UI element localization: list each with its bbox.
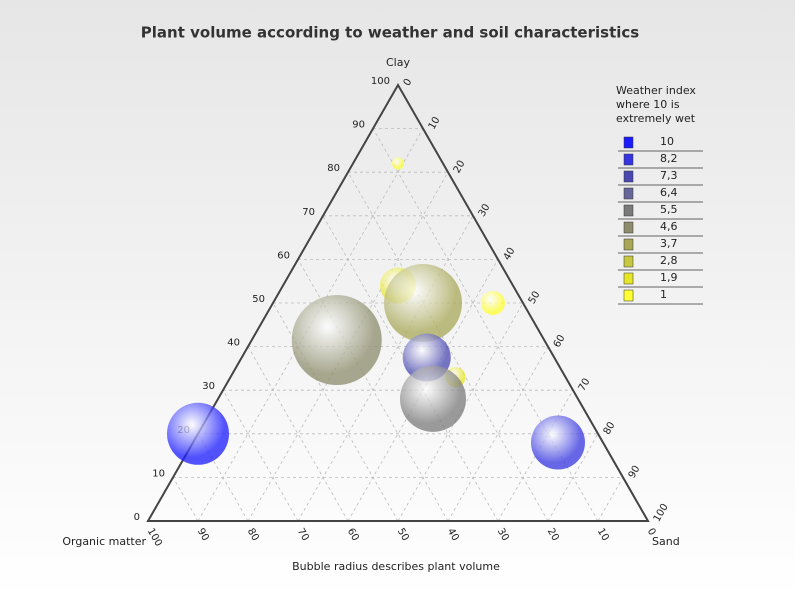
clay-tick-label: 50 bbox=[252, 294, 265, 305]
legend-label: 6,4 bbox=[660, 186, 678, 199]
clay-tick-label: 90 bbox=[352, 120, 365, 131]
sand-tick-label: 30 bbox=[477, 202, 493, 219]
legend-label: 10 bbox=[660, 135, 674, 148]
grid-line bbox=[172, 477, 199, 522]
legend-swatch bbox=[623, 170, 634, 183]
bubble bbox=[167, 402, 229, 465]
clay-tick-label: 30 bbox=[202, 381, 215, 392]
legend-title: extremely wet bbox=[616, 112, 696, 125]
bubble bbox=[400, 365, 466, 432]
legend-swatch bbox=[623, 272, 634, 285]
grid-line bbox=[547, 433, 599, 522]
grid-line bbox=[297, 215, 474, 522]
legend-swatch bbox=[623, 289, 634, 302]
legend-label: 1,9 bbox=[660, 271, 678, 284]
chart-title: Plant volume according to weather and so… bbox=[141, 24, 639, 42]
grid-line bbox=[347, 172, 549, 522]
legend-label: 3,7 bbox=[660, 237, 678, 250]
clay-tick-label: 70 bbox=[302, 207, 315, 218]
bubble bbox=[392, 157, 404, 170]
legend-label: 8,2 bbox=[660, 152, 678, 165]
clay-tick-label: 100 bbox=[371, 76, 390, 87]
legend-swatch bbox=[623, 187, 634, 200]
grid-line bbox=[222, 390, 299, 522]
organic-tick-label: 0 bbox=[645, 527, 658, 538]
grid-line bbox=[597, 477, 624, 522]
grid-line bbox=[497, 390, 574, 522]
bubble bbox=[531, 415, 585, 470]
clay-tick-label: 10 bbox=[152, 468, 165, 479]
clay-tick-label: 80 bbox=[327, 163, 340, 174]
subtitle: Bubble radius describes plant volume bbox=[292, 560, 500, 573]
axis-title: Clay bbox=[386, 56, 410, 69]
legend-swatch bbox=[623, 221, 634, 234]
bubble bbox=[291, 295, 382, 386]
legend-label: 2,8 bbox=[660, 254, 678, 267]
grid-line bbox=[247, 172, 449, 522]
bubble bbox=[384, 264, 462, 342]
legend-title: Weather index bbox=[616, 84, 696, 97]
legend-swatch bbox=[623, 204, 634, 217]
sand-tick-label: 10 bbox=[427, 115, 443, 132]
sand-tick-label: 60 bbox=[552, 333, 568, 350]
clay-tick-label: 60 bbox=[277, 250, 290, 261]
bubble bbox=[481, 291, 505, 315]
sand-tick-label: 0 bbox=[402, 77, 415, 88]
legend-swatch bbox=[623, 136, 634, 149]
legend-label: 7,3 bbox=[660, 169, 678, 182]
legend-swatch bbox=[623, 238, 634, 251]
legend-label: 5,5 bbox=[660, 203, 678, 216]
legend-title: where 10 is bbox=[616, 98, 680, 111]
clay-tick-label: 0 bbox=[134, 512, 140, 523]
triangle bbox=[146, 82, 650, 522]
sand-tick-label: 80 bbox=[602, 420, 618, 437]
legend-label: 4,6 bbox=[660, 220, 678, 233]
axis-title: Sand bbox=[652, 535, 680, 548]
axis-title: Organic matter bbox=[62, 535, 146, 548]
clay-tick-label: 40 bbox=[227, 338, 240, 349]
legend-swatch bbox=[623, 255, 634, 268]
legend-label: 1 bbox=[660, 288, 667, 301]
grid-line bbox=[197, 433, 249, 522]
legend-swatch bbox=[623, 153, 634, 166]
